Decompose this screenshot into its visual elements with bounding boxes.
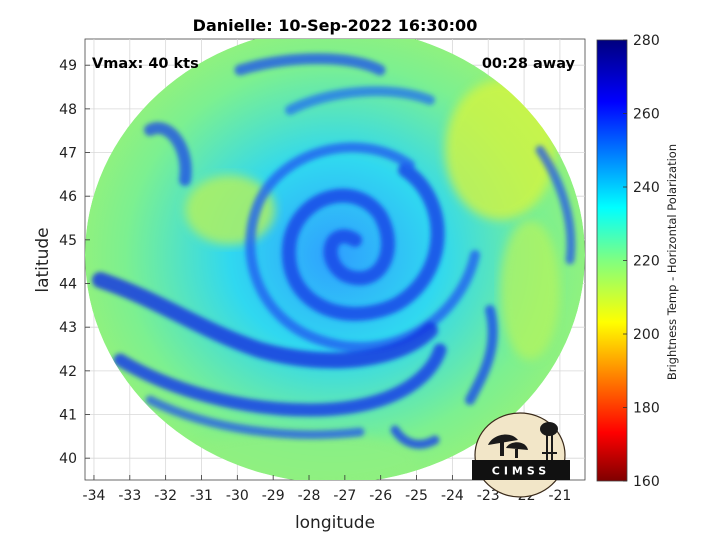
colorbar-tick-label: 280 (633, 33, 660, 49)
y-tick-label: 40 (59, 451, 77, 467)
x-tick-label: -28 (298, 488, 321, 504)
x-tick-label: -25 (405, 488, 428, 504)
y-tick-label: 46 (59, 189, 77, 205)
colorbar: 160 180 200 220 240 260 280 Brightness Temp - … (596, 33, 679, 490)
y-tick-label: 49 (59, 58, 77, 74)
x-tick-label: -21 (548, 488, 571, 504)
colorbar-ticks: 160 180 200 220 240 260 280 (623, 33, 660, 490)
colorbar-tick-label: 160 (633, 474, 660, 490)
x-axis-label: longitude (295, 513, 375, 533)
colorbar-tick-label: 200 (633, 327, 660, 343)
colorbar-tick-label: 240 (633, 180, 660, 196)
cimss-logo-dish-icon (488, 434, 528, 458)
colorbar-tick-label: 180 (633, 401, 660, 417)
x-tick-label: -27 (333, 488, 356, 504)
x-tick-label: -23 (477, 488, 500, 504)
cimss-logo-tower-icon (540, 422, 558, 460)
y-tick-label: 48 (59, 102, 77, 118)
x-tick-label: -32 (154, 488, 177, 504)
colorbar-tick-label: 260 (633, 107, 660, 123)
colorbar-label: Brightness Temp - Horizontal Polarizatio… (665, 144, 679, 380)
x-tick-label: -29 (262, 488, 285, 504)
x-tick-label: -30 (226, 488, 249, 504)
y-tick-label: 42 (59, 364, 77, 380)
y-tick-label: 44 (59, 277, 77, 293)
y-axis-ticks: 40 41 42 43 44 45 46 47 48 49 (59, 58, 90, 467)
time-away-annotation: 00:28 away (482, 56, 576, 72)
y-axis-label: latitude (33, 227, 53, 292)
x-tick-label: -24 (441, 488, 464, 504)
microwave-swath (85, 39, 585, 480)
cimss-logo-text: CIMSS (492, 465, 550, 478)
x-tick-label: -31 (190, 488, 213, 504)
colorbar-tick-label: 220 (633, 254, 660, 270)
x-tick-label: -34 (83, 488, 106, 504)
figure-title: Danielle: 10-Sep-2022 16:30:00 (193, 16, 478, 35)
y-tick-label: 45 (59, 233, 77, 249)
cimss-logo: CIMSS (472, 412, 570, 498)
vmax-annotation: Vmax: 40 kts (92, 56, 199, 72)
y-tick-label: 43 (59, 320, 77, 336)
x-axis-ticks: -34-33-32-31-30-29-28-27-26-25-24-23-22-… (83, 475, 571, 504)
y-tick-label: 47 (59, 146, 77, 162)
colorbar-gradient (596, 39, 628, 482)
x-tick-label: -33 (118, 488, 141, 504)
x-tick-label: -26 (369, 488, 392, 504)
y-tick-label: 41 (59, 408, 77, 424)
